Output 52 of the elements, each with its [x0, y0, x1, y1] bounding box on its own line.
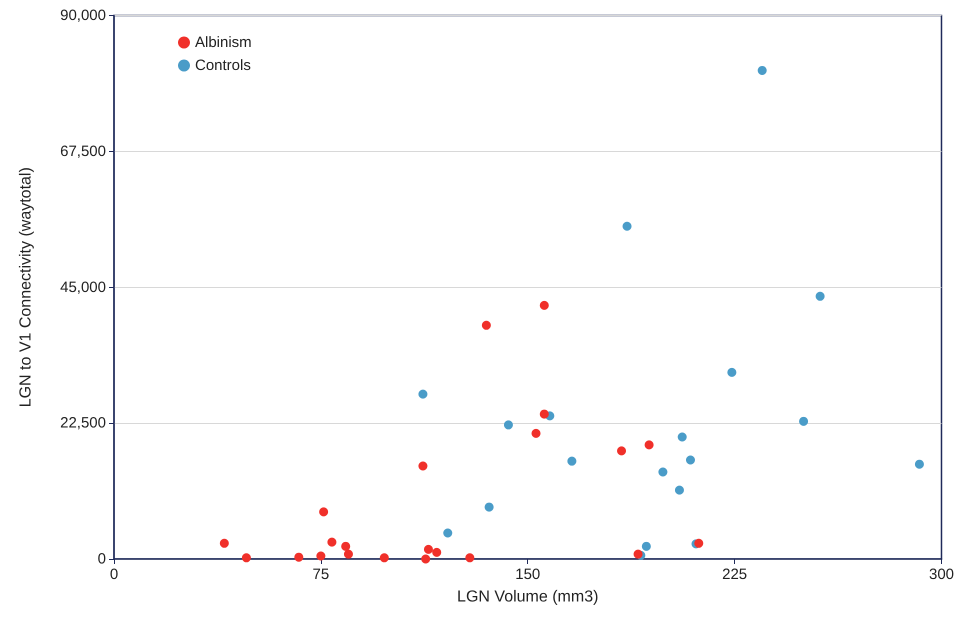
y-tick-label: 22,500 — [60, 414, 106, 432]
point — [540, 300, 549, 310]
point — [418, 390, 428, 399]
x-tick-label: 0 — [110, 566, 118, 583]
point — [658, 468, 668, 477]
point — [799, 416, 808, 426]
point — [567, 456, 576, 466]
x-tick-label: 300 — [928, 566, 954, 583]
point — [678, 432, 687, 442]
y-tick-label: 45,000 — [60, 278, 106, 296]
point — [674, 486, 684, 495]
point — [686, 455, 695, 464]
point — [484, 502, 494, 512]
point — [443, 528, 452, 538]
point — [642, 542, 651, 551]
point — [316, 551, 326, 560]
point — [482, 320, 491, 330]
point — [644, 440, 654, 450]
point — [341, 542, 350, 551]
point — [914, 460, 924, 469]
point — [327, 538, 336, 547]
point — [540, 410, 549, 419]
point — [727, 368, 736, 377]
point — [418, 462, 428, 470]
y-tick-label: 0 — [98, 550, 106, 568]
legend-label: Controls — [195, 57, 251, 74]
x-axis-title: LGN Volume (mm3) — [457, 588, 598, 606]
point — [634, 550, 643, 559]
x-tick-label: 75 — [312, 566, 330, 583]
point — [622, 222, 632, 231]
x-tick-label: 225 — [722, 566, 748, 583]
point — [816, 292, 825, 301]
x-tick-label: 150 — [515, 566, 540, 583]
point — [319, 507, 328, 516]
point — [465, 553, 474, 562]
y-axis-title: LGN to V1 Connectivity (waytotal) — [18, 167, 34, 408]
point — [432, 548, 442, 557]
point — [532, 428, 541, 438]
point — [294, 552, 304, 562]
y-tick-label: 67,500 — [60, 142, 106, 160]
point — [242, 553, 251, 562]
point — [694, 538, 704, 548]
point — [344, 550, 353, 559]
point — [424, 544, 433, 554]
point — [504, 420, 513, 430]
point — [220, 538, 229, 548]
point — [421, 554, 430, 564]
point — [617, 446, 626, 456]
legend-label: Albinism — [195, 34, 252, 51]
point — [758, 66, 767, 75]
point — [380, 553, 389, 562]
y-tick-label: 90,000 — [60, 7, 106, 24]
